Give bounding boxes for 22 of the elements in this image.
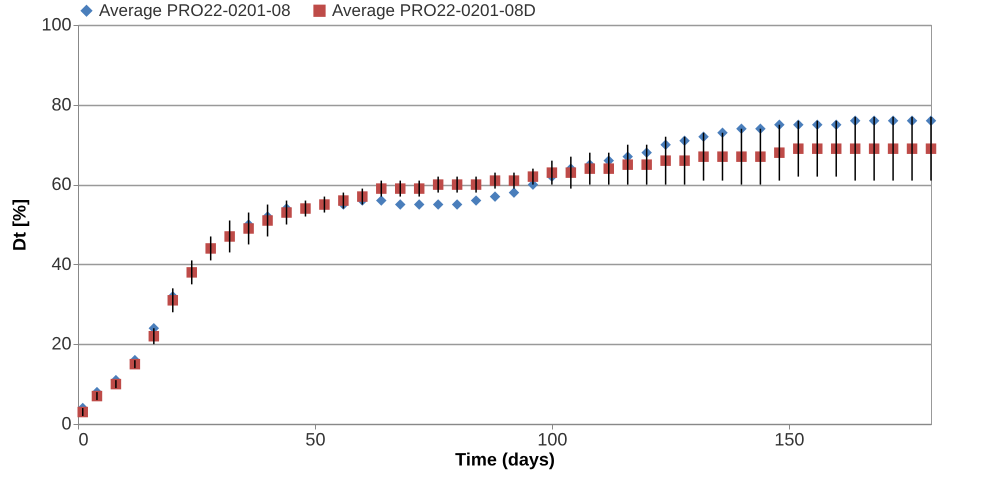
- point: [452, 199, 462, 210]
- point: [376, 195, 387, 206]
- y-tick-label: 100: [41, 14, 72, 34]
- point: [508, 187, 520, 198]
- x-tick-label: 100: [537, 430, 568, 450]
- y-axis-title: Dt [%]: [9, 199, 30, 251]
- x-tick-label: 0: [78, 430, 89, 450]
- legend-label: Average PRO22-0201-08: [99, 0, 291, 20]
- y-tick-label: 80: [51, 94, 72, 114]
- y-tick-label: 20: [51, 334, 72, 354]
- point: [470, 195, 482, 206]
- point: [414, 199, 424, 210]
- legend-label: Average PRO22-0201-08D: [332, 0, 536, 20]
- point: [395, 199, 406, 210]
- point: [432, 199, 444, 210]
- point: [490, 191, 500, 202]
- y-tick-label: 40: [51, 254, 72, 274]
- x-tick-label: 150: [774, 430, 804, 450]
- x-axis-title: Time (days): [455, 450, 555, 470]
- y-tick-label: 60: [51, 174, 72, 194]
- y-tick-label: 0: [61, 414, 72, 434]
- x-tick-label: 50: [305, 430, 326, 450]
